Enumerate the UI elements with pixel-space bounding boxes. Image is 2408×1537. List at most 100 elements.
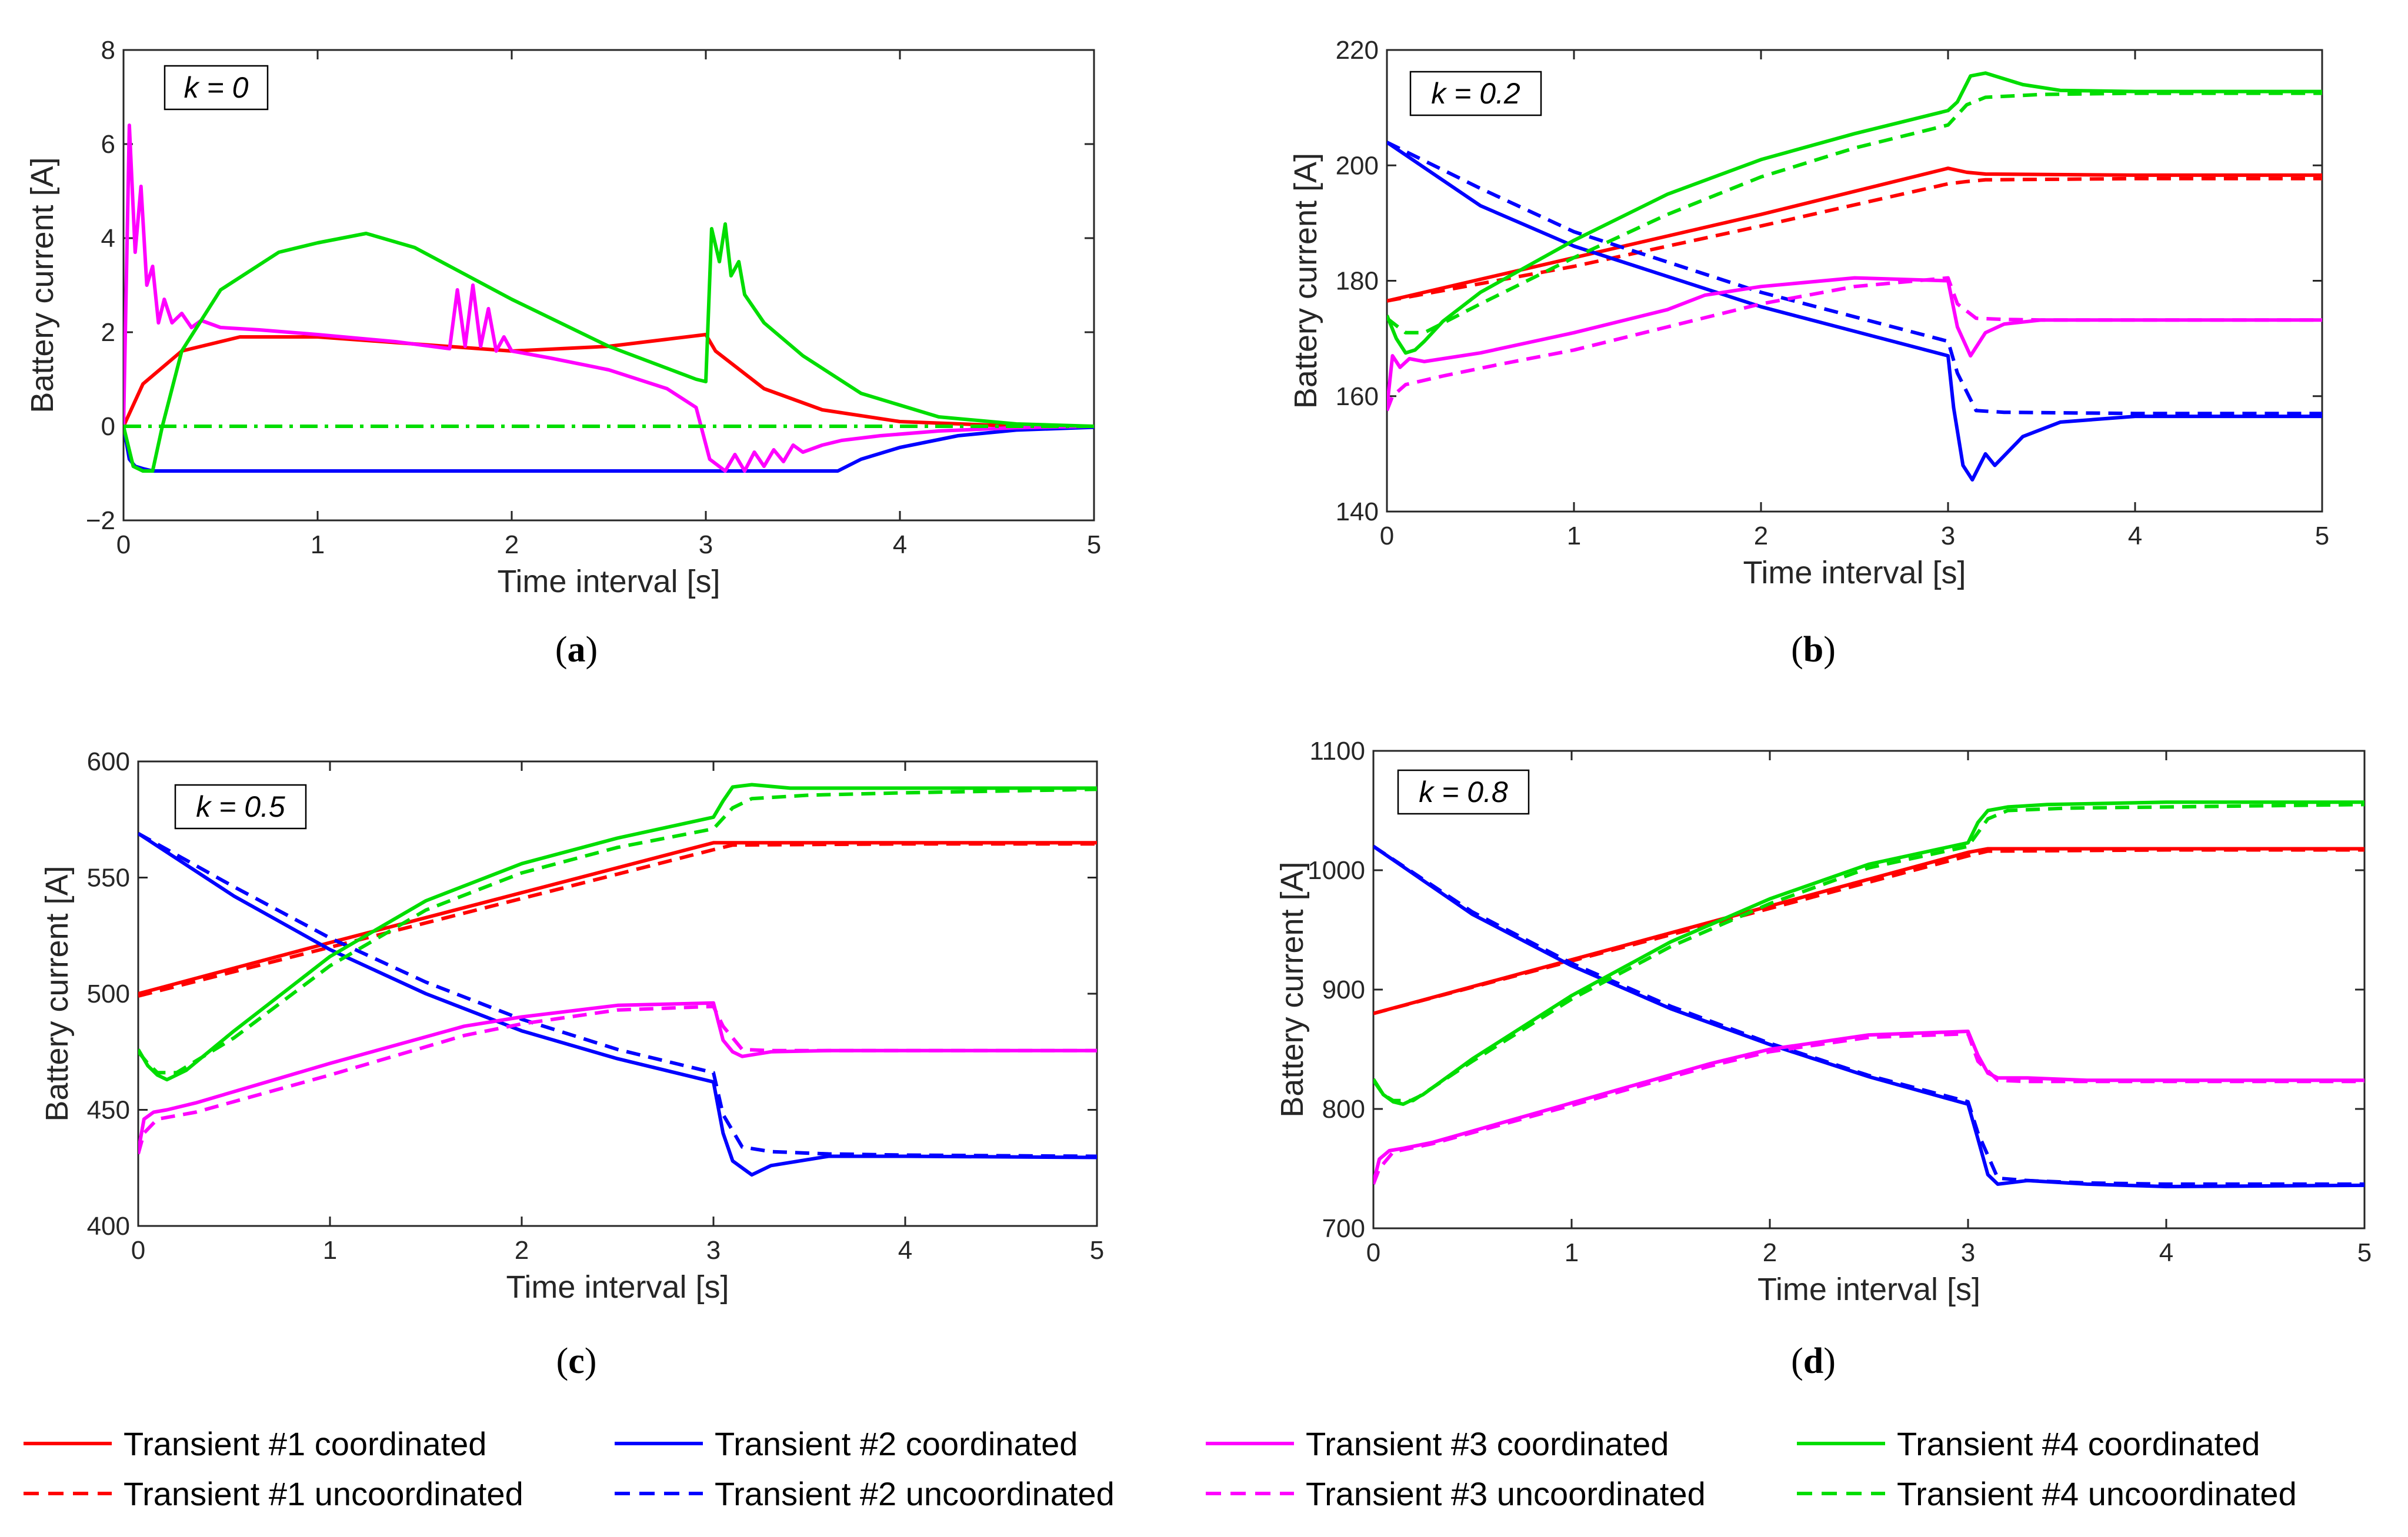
panel-caption: (a)	[555, 630, 598, 670]
legend-item: Transient #1 coordinated	[24, 1425, 486, 1462]
x-tick-label: 5	[1090, 1236, 1104, 1265]
y-tick-label: 4	[101, 224, 115, 253]
x-tick-label: 0	[131, 1236, 145, 1265]
legend-label: Transient #3 uncoordinated	[1306, 1475, 1706, 1512]
x-tick-label: 2	[1754, 522, 1768, 550]
x-tick-label: 1	[323, 1236, 337, 1265]
legend-item: Transient #4 uncoordinated	[1797, 1475, 2297, 1512]
legend: Transient #1 coordinated Transient #2 coo…	[24, 1425, 2297, 1512]
y-tick-label: 160	[1336, 382, 1379, 411]
series-line-transient-4-coordinated	[1387, 71, 2322, 355]
series-line-transient-2-coordinated	[1373, 844, 2364, 1188]
legend-label: Transient #2 coordinated	[715, 1425, 1078, 1462]
series-line-transient-1-uncoordinated	[1387, 176, 2322, 303]
x-tick-label: 2	[1763, 1238, 1777, 1267]
k-annotation-box	[164, 65, 269, 111]
x-tick-label: 1	[311, 530, 325, 559]
series-line-transient-4-coordinated	[138, 783, 1097, 1082]
y-tick-label: 8	[101, 36, 115, 65]
y-tick-label: 900	[1322, 975, 1365, 1004]
x-tick-label: 5	[1087, 530, 1101, 559]
y-tick-label: 2	[101, 318, 115, 347]
series-group	[124, 123, 1094, 473]
legend-item: Transient #1 uncoordinated	[24, 1475, 523, 1512]
x-tick-label: 2	[505, 530, 519, 559]
x-tick-label: 3	[1941, 522, 1955, 550]
series-line-transient-1-coordinated	[138, 841, 1097, 995]
series-line-transient-1-coordinated	[1387, 166, 2322, 303]
caption-paren-open: (	[556, 1341, 569, 1381]
y-tick-label: 400	[87, 1212, 130, 1241]
series-line-transient-1-coordinated	[1373, 847, 2364, 1015]
legend-item: Transient #3 coordinated	[1206, 1425, 1669, 1462]
series-line-transient-3-coordinated	[1373, 1030, 2364, 1184]
series-line-transient-3-uncoordinated	[138, 1004, 1097, 1155]
series-line-transient-2-coordinated	[1387, 141, 2322, 482]
y-tick-label: 0	[101, 412, 115, 441]
y-tick-label: 1100	[1309, 737, 1365, 766]
x-axis-label: Time interval [s]	[497, 564, 720, 599]
y-tick-label: 200	[1336, 151, 1379, 180]
caption-letter: d	[1803, 1341, 1823, 1381]
series-line-transient-3-coordinated	[138, 1001, 1097, 1152]
x-tick-label: 5	[2357, 1238, 2372, 1267]
x-tick-label: 2	[515, 1236, 529, 1265]
y-tick-label: 180	[1336, 267, 1379, 296]
y-tick-label: 220	[1336, 36, 1379, 65]
x-tick-label: 0	[1380, 522, 1394, 550]
x-axis-label: Time interval [s]	[506, 1269, 729, 1305]
k-annotation: k = 0	[184, 71, 249, 104]
x-tick-label: 3	[706, 1236, 721, 1265]
legend-label: Transient #3 coordinated	[1306, 1425, 1669, 1462]
legend-label: Transient #4 uncoordinated	[1897, 1475, 2297, 1512]
legend-label: Transient #1 coordinated	[124, 1425, 486, 1462]
series-line-transient-2-uncoordinated	[1387, 141, 2322, 416]
panel-caption: (d)	[1791, 1341, 1836, 1381]
y-tick-label: 1000	[1308, 856, 1365, 885]
caption-paren-open: (	[555, 630, 568, 670]
y-tick-label: 600	[87, 747, 130, 776]
legend-label: Transient #2 uncoordinated	[715, 1475, 1115, 1512]
y-tick-label: 550	[87, 864, 130, 893]
series-line-transient-1-coordinated	[124, 333, 1094, 428]
x-tick-label: 1	[1567, 522, 1581, 550]
series-line-transient-4-uncoordinated	[1387, 91, 2322, 335]
y-tick-label: 6	[101, 130, 115, 159]
series-line-transient-2-uncoordinated	[1373, 844, 2364, 1186]
caption-letter: b	[1803, 630, 1823, 670]
y-tick-label: 140	[1336, 497, 1379, 526]
x-axis-label: Time interval [s]	[1743, 555, 1966, 590]
legend-item: Transient #4 coordinated	[1797, 1425, 2260, 1462]
caption-paren-close: )	[1823, 630, 1836, 670]
chart-panel-b: 0 1 2 3 4 5 140 160 180 200 220 Time interval [s] Ba…	[1288, 36, 2329, 670]
x-tick-label: 0	[116, 530, 131, 559]
chart-panel-c: 0 1 2 3 4 5 400 450 500 550 600 Time interval [s] Ba…	[39, 747, 1104, 1381]
legend-item: Transient #2 uncoordinated	[615, 1475, 1115, 1512]
series-line-transient-1-uncoordinated	[1373, 848, 2364, 1015]
series-line-transient-1-uncoordinated	[138, 842, 1097, 998]
x-tick-label: 4	[2128, 522, 2142, 550]
y-axis-label: Battery current [A]	[25, 157, 60, 413]
y-tick-label: 700	[1322, 1214, 1365, 1243]
k-annotation: k = 0.2	[1431, 77, 1520, 110]
series-line-transient-2-uncoordinated	[138, 831, 1097, 1158]
caption-paren-open: (	[1791, 630, 1803, 670]
x-tick-label: 1	[1565, 1238, 1579, 1267]
caption-paren-close: )	[1823, 1341, 1836, 1381]
x-axis-label: Time interval [s]	[1757, 1272, 1980, 1307]
y-axis-label: Battery current [A]	[39, 866, 75, 1121]
k-annotation: k = 0.5	[196, 790, 285, 823]
k-annotation: k = 0.8	[1419, 776, 1508, 808]
caption-paren-close: )	[585, 1341, 597, 1381]
y-axis-label: Battery current [A]	[1275, 861, 1310, 1117]
series-line-transient-3-uncoordinated	[1373, 1032, 2364, 1185]
panel-caption: (b)	[1791, 630, 1836, 670]
series-line-transient-4-uncoordinated	[1373, 803, 2364, 1102]
legend-item: Transient #2 coordinated	[615, 1425, 1078, 1462]
x-tick-label: 3	[1961, 1238, 1975, 1267]
series-line-transient-4-coordinated	[1373, 800, 2364, 1106]
x-tick-label: 4	[893, 530, 907, 559]
panel-caption: (c)	[556, 1341, 597, 1381]
